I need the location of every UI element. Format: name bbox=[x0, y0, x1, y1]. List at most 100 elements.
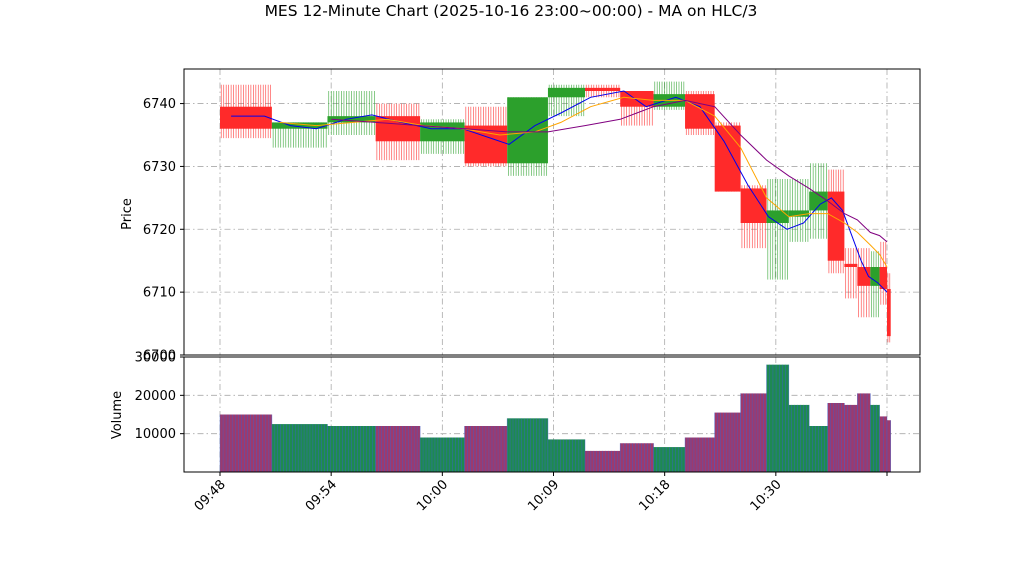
candle-body bbox=[327, 116, 376, 123]
candle-down bbox=[857, 248, 871, 318]
volume-bar-up bbox=[766, 364, 790, 472]
candle-up bbox=[420, 119, 465, 154]
candle-up bbox=[788, 179, 810, 242]
ma-line bbox=[231, 90, 888, 293]
volume-bar-up bbox=[788, 404, 810, 472]
candle-body bbox=[547, 87, 585, 98]
volume-bar bbox=[620, 443, 654, 472]
x-tick-label: 09:48 bbox=[192, 477, 229, 514]
volume-bar-down bbox=[879, 416, 888, 472]
candle-body bbox=[788, 210, 810, 217]
volume-bar-down bbox=[375, 426, 421, 472]
price-y-ticks: 6700 6710 6720 6730 6740 bbox=[143, 97, 184, 364]
price-y-label: Price bbox=[120, 198, 135, 230]
volume-bar-up bbox=[506, 418, 549, 472]
volume-bar bbox=[740, 393, 767, 472]
volume-bar bbox=[420, 437, 465, 472]
x-tick-label: 10:30 bbox=[748, 477, 785, 514]
x-axis-ticks: 09:48 09:54 10:00 10:09 10:18 10:30 bbox=[192, 472, 888, 514]
volume-bar bbox=[788, 404, 810, 472]
volume-bar bbox=[220, 414, 272, 472]
volume-bar bbox=[887, 420, 891, 472]
x-tick-label: 09:54 bbox=[303, 477, 340, 514]
price-panel: 6700 6710 6720 6730 6740 Price bbox=[120, 68, 921, 364]
x-tick-label: 10:09 bbox=[525, 477, 562, 514]
ma-lines bbox=[231, 90, 888, 293]
price-grid bbox=[184, 69, 920, 356]
volume-bar-up bbox=[327, 426, 376, 472]
volume-bar bbox=[766, 364, 789, 472]
volume-bars bbox=[219, 364, 892, 472]
volume-y-ticks: 10000 20000 30000 bbox=[135, 351, 184, 442]
candle-up bbox=[271, 122, 328, 148]
volume-bar-up bbox=[547, 439, 586, 472]
candle-body bbox=[685, 94, 715, 129]
volume-bar-down bbox=[464, 426, 508, 472]
volume-bar-down bbox=[584, 450, 621, 472]
volume-bar bbox=[271, 424, 328, 472]
candle-body bbox=[220, 106, 272, 129]
volume-bar bbox=[714, 412, 741, 472]
price-tick-label: 6700 bbox=[143, 349, 176, 364]
price-frame bbox=[183, 68, 921, 356]
candle-body bbox=[714, 125, 741, 192]
volume-bar-up bbox=[271, 424, 328, 472]
price-tick-label: 6730 bbox=[143, 160, 176, 175]
volume-panel: 10000 20000 30000 Volume bbox=[110, 351, 921, 473]
candle-down bbox=[887, 273, 891, 343]
candle-body bbox=[879, 267, 887, 289]
volume-y-label: Volume bbox=[110, 391, 125, 439]
volume-bar-down bbox=[714, 412, 741, 472]
volume-bar-down bbox=[219, 414, 273, 472]
candle-body bbox=[857, 267, 871, 286]
candle-down bbox=[879, 241, 887, 305]
volume-bar bbox=[870, 404, 880, 472]
candle-up bbox=[766, 179, 789, 280]
volume-bar-down bbox=[740, 393, 767, 472]
candle-down bbox=[220, 84, 272, 139]
candle-body bbox=[375, 116, 421, 142]
ma-line bbox=[331, 99, 888, 243]
volume-bar-down bbox=[857, 393, 871, 472]
volume-bar-down bbox=[619, 443, 654, 472]
candle-down bbox=[584, 84, 621, 98]
price-candles bbox=[220, 81, 891, 343]
price-tick-label: 6720 bbox=[143, 223, 176, 238]
volume-bar-up bbox=[653, 447, 686, 472]
x-tick-label: 10:00 bbox=[414, 477, 451, 514]
volume-bar-down bbox=[886, 420, 892, 472]
candle-down bbox=[685, 91, 715, 135]
price-tick-label: 6710 bbox=[143, 286, 176, 301]
candle-body bbox=[809, 191, 828, 211]
candle-body bbox=[420, 122, 465, 142]
volume-bar-down bbox=[844, 404, 858, 472]
candle-down bbox=[844, 248, 858, 299]
volume-bar-down bbox=[827, 403, 845, 472]
candle-up bbox=[870, 251, 880, 318]
candle-body bbox=[271, 122, 328, 129]
candle-up bbox=[507, 97, 548, 176]
volume-bar-up bbox=[808, 426, 829, 472]
candle-body bbox=[887, 289, 891, 337]
candle-body bbox=[870, 267, 880, 286]
price-tick-label: 6740 bbox=[143, 97, 176, 112]
candle-body bbox=[827, 191, 845, 261]
volume-tick-label: 20000 bbox=[135, 389, 176, 404]
candle-up bbox=[327, 91, 376, 135]
candle-body bbox=[844, 263, 858, 267]
volume-frame bbox=[183, 356, 921, 473]
volume-bar-up bbox=[419, 437, 465, 472]
ma-line bbox=[279, 96, 888, 268]
volume-tick-label: 30000 bbox=[135, 351, 176, 366]
volume-bar-down bbox=[684, 437, 715, 472]
candle-down bbox=[375, 103, 421, 161]
chart-title: MES 12-Minute Chart (2025-10-16 23:00~00… bbox=[265, 2, 758, 20]
candle-body bbox=[584, 87, 621, 91]
candle-body bbox=[507, 97, 548, 164]
candle-body bbox=[766, 210, 789, 223]
volume-tick-label: 10000 bbox=[135, 427, 176, 442]
volume-bar-up bbox=[870, 404, 880, 472]
x-tick-label: 10:18 bbox=[636, 477, 673, 514]
volume-bar bbox=[375, 426, 421, 472]
